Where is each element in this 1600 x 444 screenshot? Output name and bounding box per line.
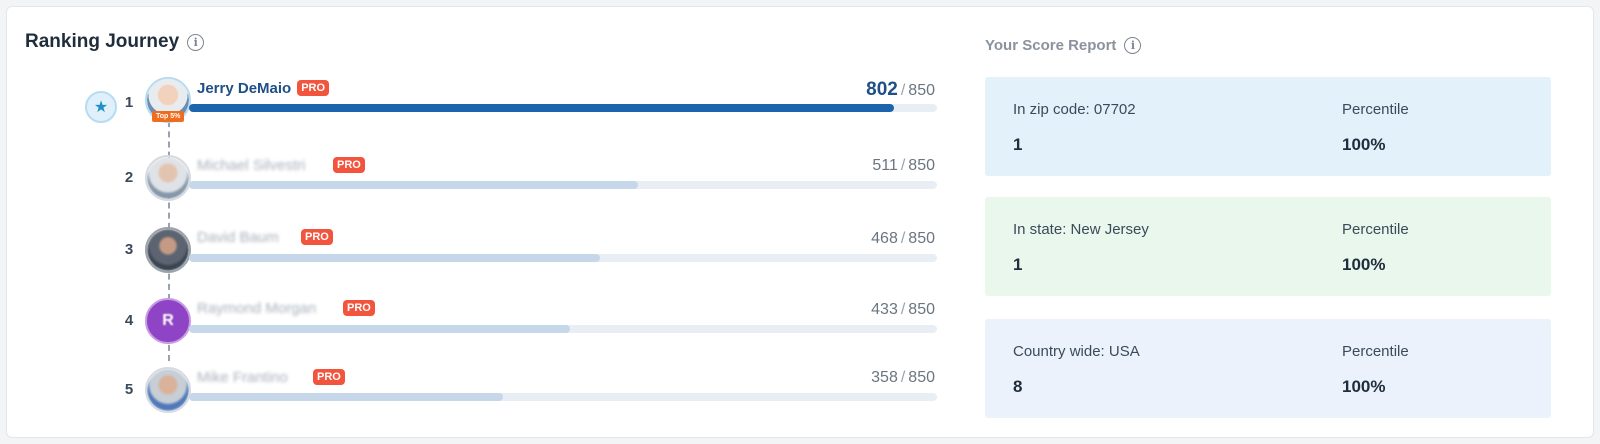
panel-rank-value: 8 (1013, 377, 1023, 396)
pro-badge: PRO (301, 229, 333, 245)
info-icon[interactable]: i (1124, 37, 1142, 54)
score-bar (189, 104, 937, 112)
ranking-title: Ranking Journey (25, 31, 180, 52)
score-bar-fill (189, 104, 895, 112)
rank-number: 4 (124, 312, 134, 329)
score-bar (189, 325, 937, 333)
rank-number: 5 (124, 381, 134, 398)
rank-row-1[interactable]: ★ 1 Top 5% Jerry DeMaio PRO 802/850 (7, 73, 967, 133)
score-bar (189, 254, 937, 262)
avatar[interactable] (145, 227, 191, 273)
pro-badge: PRO (313, 369, 345, 385)
country-panel: Country wide: USA 8 Percentile 100% (985, 319, 1551, 418)
star-icon: ★ (85, 91, 117, 123)
rank-row-4[interactable]: 4 R Raymond Morgan PRO 433/850 (7, 290, 967, 350)
ranking-title-row: Ranking Journey i (25, 31, 205, 53)
rank-name[interactable]: Jerry DeMaio PRO (197, 80, 330, 97)
rank-name[interactable]: Raymond Morgan (197, 300, 317, 317)
rank-score: 433/850 (871, 301, 935, 318)
score-bar (189, 393, 937, 401)
rank-row-3[interactable]: 3 David Baum PRO 468/850 (7, 219, 967, 279)
report-title: Your Score Report (985, 37, 1117, 54)
panel-rank-value: 1 (1013, 255, 1023, 274)
rank-number: 2 (124, 169, 134, 186)
ranking-journey: Ranking Journey i ★ 1 Top 5% Jerry DeMai… (7, 7, 967, 439)
rank-score: 358/850 (871, 369, 935, 386)
rank-score: 468/850 (871, 230, 935, 247)
score-bar-fill (189, 325, 571, 333)
rank-score: 802/850 (866, 79, 935, 100)
percentile-label: Percentile (1342, 343, 1409, 360)
avatar[interactable] (145, 367, 191, 413)
score-bar (189, 181, 937, 189)
avatar-initial: R (162, 312, 174, 329)
ranking-card: Ranking Journey i ★ 1 Top 5% Jerry DeMai… (6, 6, 1594, 438)
percentile-label: Percentile (1342, 101, 1409, 118)
rank-row-5[interactable]: 5 Mike Frantino PRO 358/850 (7, 359, 967, 419)
rank-score: 511/850 (872, 157, 935, 174)
top-percent-badge: Top 5% (152, 111, 185, 122)
state-panel: In state: New Jersey 1 Percentile 100% (985, 197, 1551, 296)
rank-name[interactable]: David Baum (197, 229, 279, 246)
info-icon[interactable]: i (187, 33, 205, 51)
panel-label: In zip code: 07702 (1013, 101, 1136, 118)
rank-name[interactable]: Michael Silvestri (197, 157, 306, 174)
avatar[interactable] (145, 155, 191, 201)
score-bar-fill (189, 393, 504, 401)
rank-row-2[interactable]: 2 Michael Silvestri PRO 511/850 (7, 147, 967, 207)
zip-code-panel: In zip code: 07702 1 Percentile 100% (985, 77, 1551, 176)
percentile-value: 100% (1342, 377, 1386, 396)
score-bar-fill (189, 254, 601, 262)
rank-name[interactable]: Mike Frantino (197, 369, 288, 386)
rank-number: 3 (124, 241, 134, 258)
pro-badge: PRO (333, 157, 365, 173)
rank-number: 1 (124, 94, 134, 111)
panel-label: In state: New Jersey (1013, 221, 1149, 238)
panel-label: Country wide: USA (1013, 343, 1140, 360)
panel-rank-value: 1 (1013, 135, 1023, 154)
percentile-label: Percentile (1342, 221, 1409, 238)
avatar[interactable]: R (145, 298, 191, 344)
pro-badge: PRO (343, 300, 375, 316)
percentile-value: 100% (1342, 255, 1386, 274)
score-bar-fill (189, 181, 638, 189)
pro-badge: PRO (297, 80, 330, 96)
report-title-row: Your Score Report i (985, 37, 1142, 54)
percentile-value: 100% (1342, 135, 1386, 154)
